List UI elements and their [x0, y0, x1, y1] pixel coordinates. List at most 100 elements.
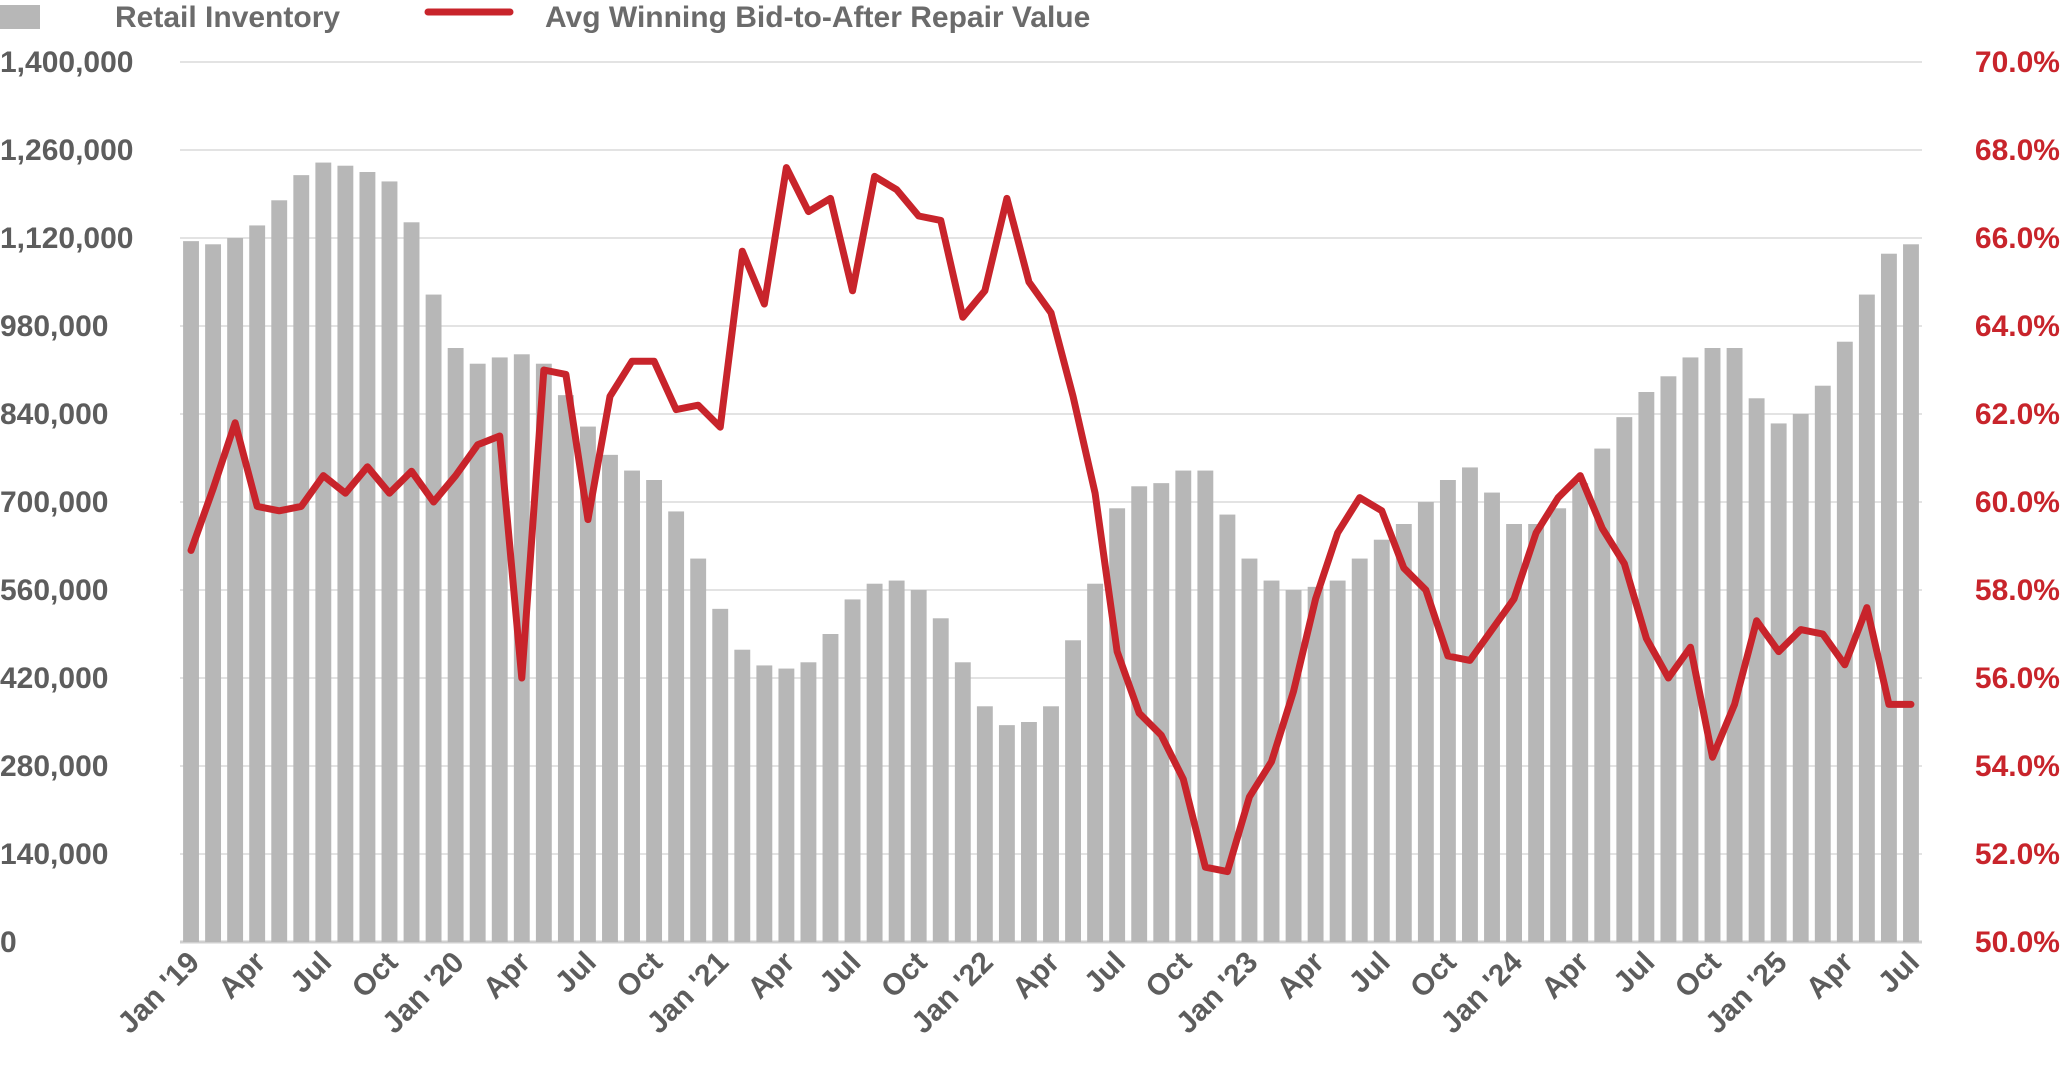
inventory-bar	[1241, 558, 1258, 942]
inventory-bar	[293, 175, 310, 943]
x-axis-tick-label: Apr	[741, 945, 801, 1005]
left-axis-tick-label: 840,000	[0, 398, 108, 431]
inventory-bar	[1814, 385, 1831, 942]
inventory-bar	[954, 662, 971, 942]
inventory-bar	[249, 225, 266, 942]
inventory-bar	[998, 725, 1015, 942]
inventory-bar	[1395, 524, 1412, 942]
x-axis-tick-label: Apr	[1535, 945, 1595, 1005]
inventory-bar	[778, 668, 795, 942]
right-axis-tick-label: 64.0%	[1975, 310, 2060, 343]
inventory-bar	[1903, 244, 1919, 943]
x-axis-tick-label: Jul	[284, 946, 338, 1000]
inventory-bar	[602, 454, 618, 942]
left-axis-ticks: 0 140,000 280,000 420,000 560,000 700,000 840,…	[0, 46, 133, 959]
inventory-bar	[1748, 398, 1765, 942]
inventory-bar	[712, 608, 729, 942]
inventory-bar	[1770, 423, 1787, 942]
inventory-bar	[1307, 586, 1324, 942]
inventory-bar	[1836, 341, 1853, 942]
x-axis-tick-label: Apr	[1800, 945, 1860, 1005]
inventory-bar	[844, 599, 861, 942]
inventory-bar	[1462, 467, 1478, 942]
inventory-bar	[1528, 524, 1545, 942]
inventory-bar	[447, 348, 464, 942]
inventory-bar	[1417, 502, 1434, 942]
inventory-bar	[1197, 470, 1214, 942]
inventory-bar	[1329, 580, 1346, 942]
right-axis-tick-label: 66.0%	[1975, 222, 2060, 255]
inventory-bar	[271, 200, 288, 943]
inventory-bar	[381, 181, 398, 942]
left-axis-tick-label: 1,120,000	[0, 222, 133, 255]
x-axis-tick-label: Oct	[1140, 946, 1199, 1005]
left-axis-tick-label: 700,000	[0, 486, 108, 519]
right-axis-tick-label: 70.0%	[1975, 46, 2060, 79]
x-axis-tick-label: Oct	[610, 946, 669, 1005]
inventory-bar	[866, 583, 883, 942]
x-axis-tick-label: Jul	[1872, 946, 1926, 1000]
legend: Retail Inventory Avg Winning Bid-to-Afte…	[0, 1, 1090, 34]
legend-swatch-retail-inventory	[0, 5, 40, 29]
inventory-bar	[469, 363, 486, 942]
x-axis-tick-label: Jul	[1343, 946, 1397, 1000]
inventory-bar	[1043, 706, 1059, 942]
left-axis-tick-label: 560,000	[0, 574, 108, 607]
inventory-bar	[1506, 524, 1523, 942]
left-axis-tick-label: 280,000	[0, 750, 108, 783]
x-axis-tick-label: Jul	[1078, 946, 1132, 1000]
x-axis-tick-label: Apr	[1006, 945, 1066, 1005]
x-axis-tick-label: Jul	[1607, 946, 1661, 1000]
legend-label-retail-inventory: Retail Inventory	[115, 1, 340, 34]
right-axis-tick-label: 58.0%	[1975, 574, 2060, 607]
inventory-bar	[1638, 392, 1655, 942]
retail-inventory-bars	[183, 162, 1919, 943]
x-axis-tick-label: Jan '19	[112, 946, 206, 1040]
inventory-bar	[822, 634, 839, 942]
inventory-bar	[359, 172, 376, 942]
inventory-bar	[1572, 483, 1589, 942]
x-axis-tick-label: Jul	[813, 946, 867, 1000]
right-axis-tick-label: 52.0%	[1975, 838, 2060, 871]
inventory-bar	[976, 706, 993, 942]
left-axis-tick-label: 980,000	[0, 310, 108, 343]
inventory-bar	[557, 395, 574, 943]
x-axis-tick-label: Oct	[1404, 946, 1463, 1005]
inventory-bar	[1594, 448, 1611, 942]
inventory-bar	[403, 222, 420, 943]
x-axis-tick-label: Apr	[1271, 945, 1331, 1005]
inventory-bar	[1704, 348, 1721, 942]
inventory-bar	[579, 426, 596, 943]
inventory-bar	[205, 244, 222, 943]
inventory-bar	[337, 165, 354, 942]
x-axis-tick-label: Apr	[477, 945, 537, 1005]
right-axis-ticks: 50.0% 52.0% 54.0% 56.0% 58.0% 60.0% 62.0% 64.0%…	[1975, 46, 2060, 959]
inventory-bar	[624, 470, 640, 942]
inventory-bar	[1285, 590, 1302, 942]
inventory-bar	[1087, 583, 1104, 942]
inventory-bar	[1616, 417, 1633, 943]
inventory-bar	[1792, 414, 1809, 942]
left-axis-tick-label: 1,400,000	[0, 46, 133, 79]
x-axis-tick-label: Oct	[1669, 946, 1728, 1005]
x-axis-tick-label: Oct	[875, 946, 934, 1005]
inventory-bar	[668, 511, 685, 942]
inventory-bar	[315, 162, 332, 943]
x-axis-tick-label: Jul	[549, 946, 603, 1000]
inventory-bar	[1660, 376, 1677, 942]
inventory-bar	[888, 580, 905, 942]
right-axis-tick-label: 56.0%	[1975, 662, 2060, 695]
inventory-bar	[1726, 348, 1743, 942]
inventory-bar	[1021, 722, 1037, 942]
inventory-bar	[1153, 483, 1170, 942]
right-axis-tick-label: 68.0%	[1975, 134, 2060, 167]
inventory-bar	[1439, 480, 1456, 942]
inventory-bar	[690, 558, 707, 942]
inventory-bar	[910, 590, 927, 942]
x-axis-tick-label: Apr	[212, 945, 272, 1005]
inventory-bar	[800, 662, 817, 942]
inventory-bar	[425, 294, 442, 943]
x-axis-tick-label: Oct	[346, 946, 405, 1005]
